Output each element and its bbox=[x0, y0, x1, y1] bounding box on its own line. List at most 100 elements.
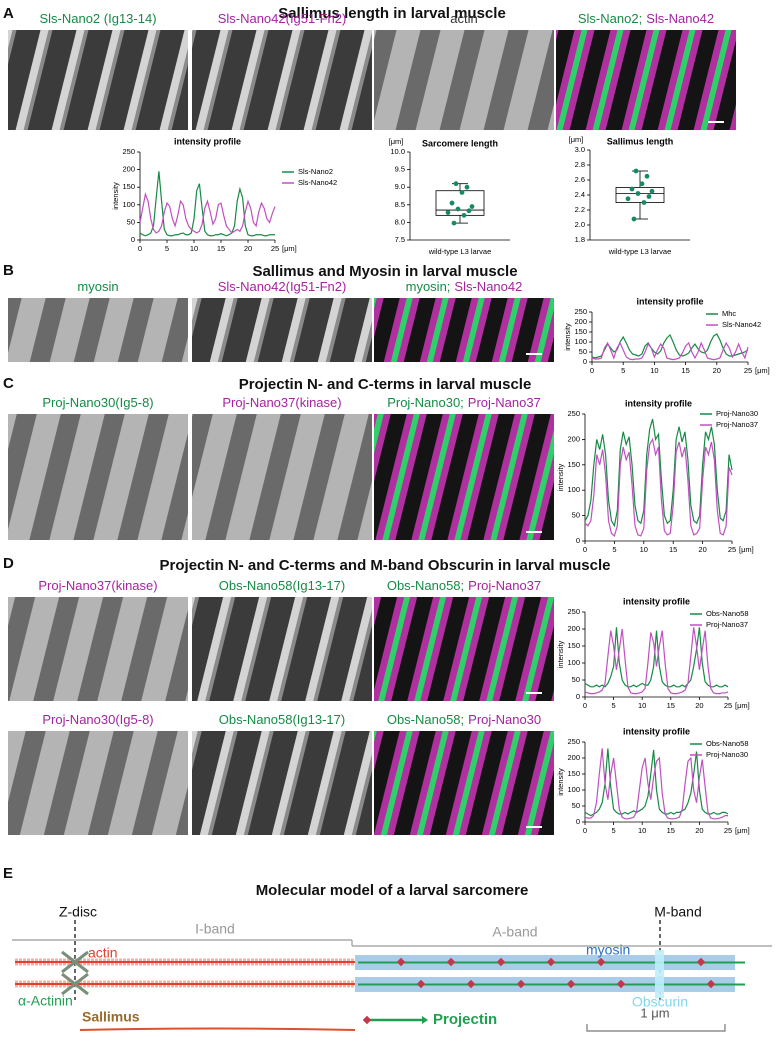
data-point bbox=[639, 181, 645, 187]
chart-title: intensity profile bbox=[623, 596, 690, 606]
legend-label: Sls-Nano42 bbox=[722, 320, 761, 329]
micrograph bbox=[192, 30, 372, 130]
y-tick-label: 7.5 bbox=[395, 235, 405, 244]
image-label-part: Sls-Nano2; bbox=[578, 11, 642, 26]
x-tick-label: 20 bbox=[698, 545, 706, 554]
sarcomere-model: E Molecular model of a larval sarcomere … bbox=[3, 865, 772, 1032]
image-label: Sls-Nano42(Ig51-Fn2) bbox=[218, 279, 347, 294]
image-label-part: Sls-Nano42(Ig51-Fn2) bbox=[218, 279, 347, 294]
y-tick-label: 100 bbox=[567, 785, 580, 794]
y-tick-label: 8.5 bbox=[395, 200, 405, 209]
x-tick-label: 15 bbox=[667, 701, 675, 710]
chart-title: intensity profile bbox=[636, 296, 703, 306]
data-point bbox=[449, 200, 455, 206]
x-tick-label: 15 bbox=[669, 545, 677, 554]
projectin-kinase bbox=[362, 1015, 372, 1025]
x-tick-label: 25 bbox=[728, 545, 736, 554]
y-tick-label: 2.4 bbox=[575, 190, 585, 199]
y-tick-label: 100 bbox=[574, 337, 587, 346]
y-tick-label: 200 bbox=[567, 753, 580, 762]
series-line bbox=[584, 418, 733, 528]
image-label: Proj-Nano30(Ig5-8) bbox=[42, 395, 153, 410]
micrograph bbox=[374, 597, 554, 701]
scale-label: 1 μm bbox=[640, 1005, 669, 1020]
series-line bbox=[584, 748, 729, 817]
data-point bbox=[625, 196, 631, 202]
data-point bbox=[644, 173, 650, 179]
data-point bbox=[469, 204, 475, 209]
data-point bbox=[459, 190, 465, 195]
data-point bbox=[635, 191, 641, 196]
image-label: Obs-Nano58; Proj-Nano37 bbox=[387, 578, 541, 593]
alpha-actinin bbox=[61, 950, 89, 996]
x-tick-label: 25 bbox=[724, 826, 732, 835]
x-tick-label: 0 bbox=[583, 701, 587, 710]
x-tick-label: 25 bbox=[724, 701, 732, 710]
data-point bbox=[464, 184, 470, 190]
micrograph bbox=[8, 597, 188, 701]
micrograph bbox=[192, 597, 372, 701]
legend-label: Sls-Nano42 bbox=[298, 178, 337, 187]
data-point bbox=[649, 188, 655, 194]
projectin-label: Projectin bbox=[433, 1011, 497, 1028]
legend-label: Mhc bbox=[722, 309, 736, 318]
panel-title: Sallimus length in larval muscle bbox=[278, 5, 506, 22]
image-label-part: Obs-Nano58; bbox=[387, 578, 464, 593]
y-tick-label: 0 bbox=[131, 235, 135, 244]
myosin-label: myosin bbox=[586, 942, 630, 958]
image-label: Sls-Nano42(Ig51-Fn2) bbox=[218, 11, 347, 26]
x-tick-label: 10 bbox=[640, 545, 648, 554]
z-disc-label: Z-disc bbox=[59, 904, 97, 920]
y-tick-label: 100 bbox=[567, 485, 580, 494]
legend-label: Proj-Nano30 bbox=[706, 750, 748, 759]
y-tick-label: 250 bbox=[567, 607, 580, 616]
image-label-part: Obs-Nano58(Ig13-17) bbox=[219, 578, 345, 593]
x-tick-label: 20 bbox=[695, 826, 703, 835]
data-point bbox=[466, 208, 472, 214]
image-label-part: Proj-Nano30(Ig5-8) bbox=[42, 712, 153, 727]
series-line bbox=[584, 627, 729, 688]
actin-label: actin bbox=[88, 945, 118, 961]
data-point bbox=[629, 186, 635, 192]
y-tick-label: 250 bbox=[567, 409, 580, 418]
y-tick-label: 9.0 bbox=[395, 182, 405, 191]
image-label-part: Proj-Nano30(Ig5-8) bbox=[42, 395, 153, 410]
x-tick-label: 15 bbox=[667, 826, 675, 835]
legend-label: Obs-Nano58 bbox=[706, 609, 749, 618]
panel-letter: A bbox=[3, 5, 14, 22]
data-point bbox=[445, 210, 451, 215]
y-unit: [μm] bbox=[389, 137, 404, 146]
x-tick-label: 25 bbox=[744, 366, 752, 375]
y-axis-label: intensity bbox=[563, 323, 572, 351]
image-label-part: Proj-Nano37 bbox=[468, 395, 541, 410]
m-band-label: M-band bbox=[654, 904, 701, 920]
image-label: Proj-Nano30; Proj-Nano37 bbox=[387, 395, 541, 410]
box bbox=[615, 187, 665, 203]
series-line bbox=[584, 627, 729, 695]
image-label-part: Proj-Nano37 bbox=[468, 578, 541, 593]
x-tick-label: 15 bbox=[217, 244, 225, 253]
micrograph bbox=[8, 298, 188, 362]
x-tick-label: 20 bbox=[244, 244, 252, 253]
scale-bar bbox=[586, 1024, 726, 1032]
data-point bbox=[631, 216, 637, 222]
data-point bbox=[641, 200, 647, 205]
micrograph bbox=[8, 731, 188, 835]
image-label: actin bbox=[450, 11, 477, 26]
image-label: Obs-Nano58(Ig13-17) bbox=[219, 712, 345, 727]
panel-title: Projectin N- and C-terms in larval muscl… bbox=[239, 376, 532, 393]
series-line bbox=[139, 192, 276, 234]
x-tick-label: 5 bbox=[612, 701, 616, 710]
y-tick-label: 200 bbox=[567, 624, 580, 633]
obscurin-label: Obscurin bbox=[632, 994, 688, 1010]
image-label-part: Proj-Nano37(kinase) bbox=[222, 395, 341, 410]
y-tick-label: 250 bbox=[574, 307, 587, 316]
x-tick-label: 0 bbox=[583, 826, 587, 835]
data-point bbox=[451, 220, 457, 226]
y-tick-label: 1.8 bbox=[575, 235, 585, 244]
alpha-actinin-label: α-Actinin bbox=[18, 993, 73, 1009]
micrograph bbox=[8, 414, 188, 540]
image-label-part: Proj-Nano30 bbox=[468, 712, 541, 727]
